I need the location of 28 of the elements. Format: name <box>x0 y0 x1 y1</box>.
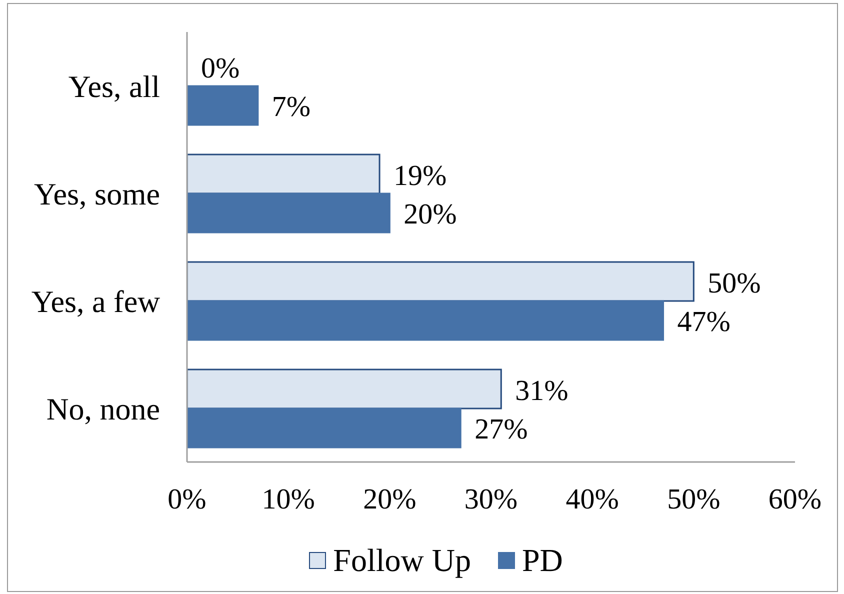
bar <box>187 300 664 341</box>
x-tick-label: 10% <box>262 484 315 516</box>
data-label: 19% <box>394 160 447 192</box>
x-tick-label: 30% <box>464 484 518 516</box>
data-label: 20% <box>404 198 457 231</box>
data-label: 7% <box>272 91 311 124</box>
bar <box>187 261 694 302</box>
y-tick-label: Yes, some <box>34 176 160 212</box>
legend-label: Follow Up <box>333 542 471 578</box>
bar <box>187 154 380 194</box>
data-label: 47% <box>677 306 730 338</box>
x-tick-label: 0% <box>168 484 206 516</box>
x-tick-label: 60% <box>768 484 822 516</box>
x-tick-label: 40% <box>566 484 619 516</box>
legend-label: PD <box>522 542 563 578</box>
bar <box>187 192 390 234</box>
data-label: 27% <box>474 414 528 446</box>
bar <box>187 408 462 448</box>
data-label: 0% <box>201 52 240 84</box>
y-tick-label: Yes, all <box>68 68 160 104</box>
y-tick-label: Yes, a few <box>31 284 161 319</box>
bar <box>187 85 259 126</box>
x-tick-label: 50% <box>667 484 720 516</box>
data-label: 50% <box>708 267 761 300</box>
y-tick-label: No, none <box>46 391 160 426</box>
bar <box>187 368 502 410</box>
data-label: 31% <box>515 374 568 407</box>
x-tick-label: 20% <box>363 484 416 516</box>
